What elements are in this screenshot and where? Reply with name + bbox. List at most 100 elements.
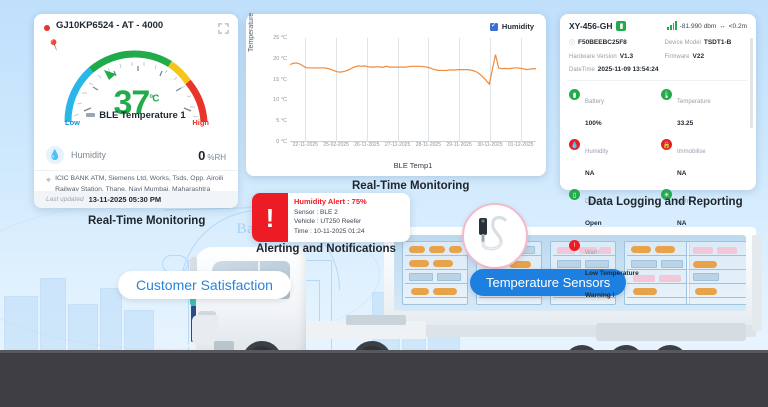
chart-gridline (428, 38, 430, 142)
road-edge (0, 350, 768, 353)
temperature-gauge: 37°C Low High (34, 42, 238, 134)
gauge-card-header: GJ10KP6524 - AT - 4000 (34, 14, 238, 36)
status-door: ▯ Door Open (569, 188, 655, 231)
status-light-label: Light (677, 199, 691, 206)
status-humidity-label: Humidity (585, 149, 609, 156)
series-color-chip (86, 113, 96, 118)
signal-value: -81.990 dbm (679, 22, 717, 30)
chart-card[interactable]: Humidity Temperature 0 °C 5 °C 10 °C 15 °C 2… (246, 13, 546, 176)
status-temperature-label: Temperature (677, 99, 711, 105)
truck-cab (190, 247, 306, 355)
chart-x-tick: 28-11-2025 (415, 142, 441, 148)
signal-readout: -81.990 dbm ↔ <0.2m (667, 21, 747, 30)
chart-y-tick: 0 °C (276, 139, 287, 145)
exclamation-icon: ! (252, 193, 288, 242)
chart-gridline (459, 38, 461, 142)
humidity-row: 💧 Humidity 0 %RH (34, 139, 238, 171)
status-immobilise-label: Immobilise (677, 149, 706, 156)
status-light-value: NA (677, 219, 687, 227)
log-card-scrollbar[interactable] (750, 38, 753, 128)
status-temperature: 🌡 Temperature 33.25 (661, 88, 747, 131)
last-updated-value: 13-11-2025 05:30 PM (88, 195, 162, 204)
field-datetime-value: 2025-11-09 13:54:24 (597, 66, 659, 73)
field-id-value: F50BEEBC25F8 (578, 39, 627, 46)
humidity-status-icon: 💧 (569, 139, 580, 151)
log-device-name: XY-456-GH (569, 21, 613, 31)
field-firmware-label: Firmware (664, 53, 690, 60)
sensor-pill[interactable]: Temperature Sensors (470, 269, 627, 296)
chart-y-tick: 5 °C (276, 118, 287, 125)
status-temperature-value: 33.25 (677, 119, 694, 127)
status-light: ☀ Light NA (661, 188, 747, 231)
chart-legend[interactable]: Humidity (489, 21, 534, 31)
realtime-monitoring-card[interactable]: GJ10KP6524 - AT - 4000 📍 (34, 14, 238, 208)
customer-satisfaction-pill[interactable]: Customer Satisfaction (118, 271, 291, 299)
alert-title: Humidity Alert : 75% (294, 197, 367, 206)
distance-icon: ↔ (719, 22, 726, 30)
field-firmware-value: V22 (692, 53, 705, 60)
status-battery-label: Battery (585, 99, 605, 105)
status-humidity-value: NA (585, 169, 595, 177)
field-device-model-value: TSDT1-B (703, 39, 732, 46)
humidity-label: Humidity (71, 150, 107, 160)
field-datetime: DateTime 2025-11-09 13:54:24 (569, 66, 659, 73)
alert-time: Time : 10-11-2025 01:24 (294, 227, 365, 235)
last-updated-label: Last updated (46, 196, 84, 203)
gauge-value: 37°C (113, 84, 159, 122)
alert-body: Humidity Alert : 75% Sensor : BLE 2 Vehi… (288, 193, 410, 242)
status-door-value: Open (585, 219, 602, 227)
status-warn: ! Warn Low Temperature Warning ! (569, 239, 655, 304)
humidity-value: 0 %RH (198, 147, 226, 163)
status-battery-value: 100% (585, 119, 602, 127)
chart-x-tick: 29-11-2025 (446, 142, 472, 148)
expand-icon[interactable] (218, 21, 229, 34)
lock-status-icon: 🔒 (661, 139, 672, 151)
last-updated-row: Last updated 13-11-2025 05:30 PM (34, 191, 238, 208)
chart-x-tick: 30-11-2025 (477, 142, 503, 148)
alert-dot-icon (44, 25, 50, 31)
status-immobilise-value: NA (677, 169, 687, 177)
log-divider (569, 80, 747, 81)
signal-bars-icon (667, 21, 677, 30)
chart-x-tick: 26-11-2025 (354, 142, 380, 148)
alert-vehicle: Vehicle : UT250 Reefer (294, 218, 362, 226)
chart-y-tick: 20 °C (273, 55, 287, 62)
battery-icon: ▮ (616, 21, 627, 31)
light-status-icon: ☀ (661, 189, 672, 201)
caption-realtime-chart: Real-Time Monitoring (352, 180, 470, 192)
status-door-label: Door (585, 199, 599, 206)
caption-data-logging: Data Logging and Reporting (588, 196, 743, 208)
legend-label: Humidity (501, 22, 534, 31)
log-card-header: XY-456-GH ▮ -81.990 dbm ↔ <0.2m (569, 21, 747, 31)
chart-x-tick: 22-11-2025 (292, 142, 318, 148)
status-humidity: 💧 Humidity NA (569, 138, 655, 181)
device-title: GJ10KP6524 - AT - 4000 (56, 20, 164, 31)
field-firmware: Firmware V22 (665, 53, 747, 60)
chart-plot-area: 0 °C 5 °C 10 °C 15 °C 20 °C 25 °C 22-11-2025 25… (273, 35, 536, 148)
status-battery: ▮ Battery 100% (569, 88, 655, 131)
data-logging-card[interactable]: XY-456-GH ▮ -81.990 dbm ↔ <0.2m ⓘ F50BEE… (560, 14, 756, 299)
gauge-low-label: Low (65, 118, 80, 127)
alert-card[interactable]: ! Humidity Alert : 75% Sensor : BLE 2 Ve… (252, 193, 410, 242)
status-warn-value: Low Temperature Warning ! (585, 270, 639, 299)
status-grid: ▮ Battery 100% 🌡 Temperature 33.25 💧 Hum… (569, 88, 747, 303)
chart-x-tick: 27-11-2025 (385, 142, 411, 148)
chart-y-tick: 25 °C (273, 35, 287, 41)
location-pin-icon: ⌖ (46, 175, 52, 185)
temperature-probe-icon (462, 203, 528, 269)
door-status-icon: ▯ (569, 189, 580, 201)
checkbox-checked-icon[interactable] (489, 21, 498, 31)
chart-x-tick: 01-12-2025 (507, 142, 534, 148)
field-device-model: Device Model TSDT1-B (665, 38, 747, 47)
side-mirror (190, 257, 197, 279)
humidity-unit: %RH (207, 152, 226, 162)
caption-alerting: Alerting and Notifications (256, 243, 396, 255)
chart-line-BLE Temp1 (290, 54, 536, 86)
gauge-series-label: BLE Temperature 1 (34, 110, 238, 121)
city-skyline (0, 230, 768, 350)
gauge-high-label: High (192, 118, 209, 127)
fifth-wheel (346, 315, 406, 325)
chart-x-axis-label: BLE Temp1 (393, 161, 433, 170)
warn-status-icon: ! (569, 239, 580, 251)
